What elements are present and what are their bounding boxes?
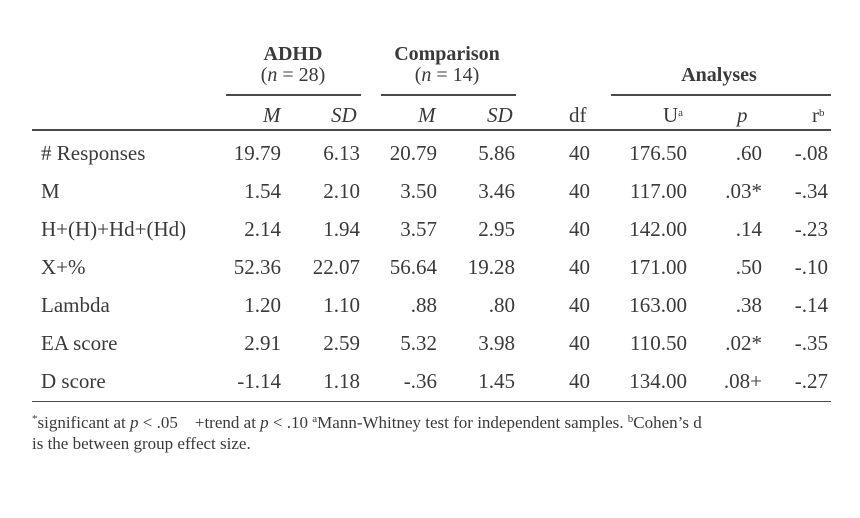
cell-comp-m: 20.79 (389, 141, 437, 165)
cell-r: -.27 (794, 369, 828, 393)
cell-adhd-m: 2.91 (244, 331, 281, 355)
cell-p: .60 (735, 141, 762, 165)
cell-u: 171.00 (629, 255, 687, 279)
cell-adhd-m: 2.14 (244, 217, 281, 241)
cell-df: 40 (569, 331, 590, 355)
cell-adhd-m: -1.14 (237, 369, 281, 393)
cell-r: -.34 (794, 179, 828, 203)
cell-adhd-m: 52.36 (233, 255, 281, 279)
cell-comp-m: 3.57 (400, 217, 437, 241)
cell-comp-sd: 1.45 (478, 369, 515, 393)
cell-comp-m: 5.32 (400, 331, 437, 355)
comparison-group-rule (381, 94, 516, 96)
comp-sd-header: SD (487, 103, 513, 127)
cell-comp-sd: .80 (488, 293, 515, 317)
cell-df: 40 (569, 141, 590, 165)
adhd-sd-header: SD (331, 103, 357, 127)
row-label: EA score (41, 331, 118, 355)
cell-comp-sd: 19.28 (467, 255, 515, 279)
adhd-n: (n = 28) (260, 64, 326, 86)
cell-u: 134.00 (629, 369, 687, 393)
cell-p: .08+ (723, 369, 762, 393)
row-label: Lambda (41, 293, 110, 317)
df-header: df (569, 103, 587, 127)
row-label: M (41, 179, 60, 203)
cell-p: .14 (735, 217, 762, 241)
cell-comp-sd: 5.86 (478, 141, 515, 165)
row-label: D score (41, 369, 106, 393)
cell-r: -.10 (794, 255, 828, 279)
row-label: X+% (41, 255, 86, 279)
footnote-line-1: *significant at p < .05 +trend at p < .1… (32, 413, 702, 432)
cell-p: .38 (735, 293, 762, 317)
p-header: p (737, 103, 748, 127)
cell-adhd-sd: 1.10 (323, 293, 360, 317)
cell-comp-m: .88 (410, 293, 437, 317)
cell-comp-m: -.36 (403, 369, 437, 393)
cell-adhd-sd: 6.13 (323, 141, 360, 165)
cell-r: -.08 (794, 141, 828, 165)
comparison-title: Comparison (394, 43, 500, 65)
cell-p: .02* (725, 331, 762, 355)
cell-adhd-m: 1.54 (244, 179, 281, 203)
cell-adhd-m: 1.20 (244, 293, 281, 317)
cell-u: 142.00 (629, 217, 687, 241)
cell-adhd-sd: 22.07 (312, 255, 360, 279)
cell-df: 40 (569, 369, 590, 393)
cell-u: 117.00 (630, 179, 687, 203)
cell-r: -.35 (794, 331, 828, 355)
cell-df: 40 (569, 293, 590, 317)
cell-comp-m: 3.50 (400, 179, 437, 203)
adhd-group-rule (226, 94, 361, 96)
cell-comp-sd: 3.98 (478, 331, 515, 355)
row-label: # Responses (41, 141, 146, 165)
comparison-group-header: Comparison (n = 14) (382, 44, 512, 86)
cell-adhd-sd: 2.59 (323, 331, 360, 355)
analyses-group-header: Analyses (612, 65, 826, 86)
cell-df: 40 (569, 255, 590, 279)
cell-adhd-sd: 1.18 (323, 369, 360, 393)
r-header: rb (812, 103, 825, 127)
cell-df: 40 (569, 217, 590, 241)
u-header: Ua (663, 103, 684, 127)
cell-u: 176.50 (629, 141, 687, 165)
analyses-title: Analyses (681, 64, 757, 86)
cell-comp-sd: 3.46 (478, 179, 515, 203)
cell-u: 110.50 (630, 331, 687, 355)
cell-comp-m: 56.64 (389, 255, 437, 279)
footnote-line-2: is the between group effect size. (32, 434, 251, 453)
header-bottom-rule (32, 129, 831, 131)
table-footnote: *significant at p < .05 +trend at p < .1… (32, 409, 832, 454)
cell-p: .50 (735, 255, 762, 279)
adhd-title: ADHD (263, 43, 323, 65)
cell-r: -.14 (794, 293, 828, 317)
cell-comp-sd: 2.95 (478, 217, 515, 241)
cell-adhd-m: 19.79 (233, 141, 281, 165)
cell-p: .03* (725, 179, 762, 203)
row-label: H+(H)+Hd+(Hd) (41, 217, 187, 241)
comparison-n: (n = 14) (414, 64, 480, 86)
comp-m-header: M (418, 103, 436, 127)
table-bottom-rule (32, 401, 831, 402)
cell-u: 163.00 (629, 293, 687, 317)
adhd-group-header: ADHD (n = 28) (228, 44, 358, 86)
cell-adhd-sd: 2.10 (323, 179, 360, 203)
analyses-group-rule (611, 94, 831, 96)
cell-adhd-sd: 1.94 (323, 217, 360, 241)
cell-df: 40 (569, 179, 590, 203)
adhd-m-header: M (263, 103, 281, 127)
cell-r: -.23 (794, 217, 828, 241)
